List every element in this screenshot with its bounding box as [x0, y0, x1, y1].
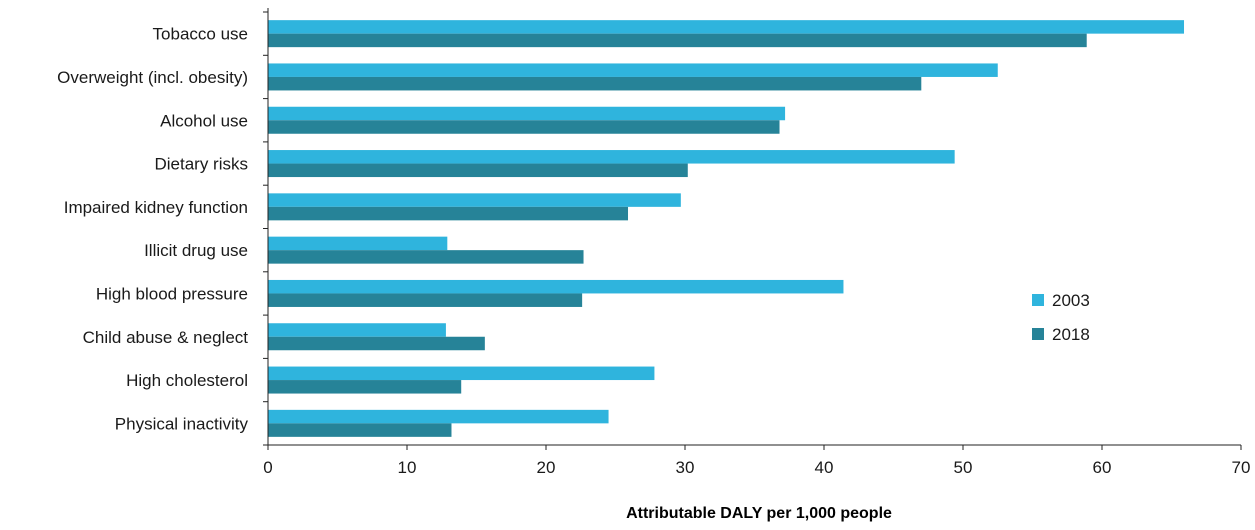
category-label: High blood pressure	[96, 284, 248, 303]
bar-2003	[268, 236, 448, 251]
legend-label-2003: 2003	[1052, 291, 1090, 310]
legend: 2003 2018	[1032, 291, 1090, 344]
legend-label-2018: 2018	[1052, 325, 1090, 344]
bar-2003	[268, 323, 446, 337]
category-label: Illicit drug use	[144, 241, 248, 260]
category-label: Overweight (incl. obesity)	[57, 68, 248, 87]
bar-2018	[268, 250, 584, 264]
bar-2018	[268, 33, 1087, 48]
bar-2018	[268, 206, 629, 221]
x-tick-label: 20	[537, 458, 556, 477]
axes-layer	[263, 8, 1242, 450]
bar-2018	[268, 76, 922, 91]
bar-2003	[268, 193, 681, 207]
bar-2003	[268, 106, 786, 121]
legend-swatch-2018	[1032, 328, 1044, 340]
bar-2003	[268, 409, 609, 424]
x-tick-label: 10	[398, 458, 417, 477]
category-label: Child abuse & neglect	[83, 328, 249, 347]
bar-2003	[268, 366, 655, 381]
x-axis-title: Attributable DALY per 1,000 people	[626, 505, 892, 522]
category-label: Physical inactivity	[115, 414, 249, 433]
bars-layer	[268, 20, 1185, 437]
bar-2018	[268, 293, 583, 307]
category-label: Dietary risks	[154, 155, 248, 174]
bar-2003	[268, 150, 955, 164]
bar-2018	[268, 120, 780, 134]
bar-2003	[268, 63, 998, 77]
bar-2018	[268, 380, 462, 394]
category-label: Alcohol use	[160, 111, 248, 130]
x-tick-label: 50	[954, 458, 973, 477]
x-tick-label: 0	[263, 458, 272, 477]
bar-2003	[268, 279, 844, 294]
category-label: Impaired kidney function	[64, 198, 248, 217]
category-label: High cholesterol	[126, 371, 248, 390]
x-tick-label: 30	[676, 458, 695, 477]
labels-layer: Tobacco use Overweight (incl. obesity) Alc…	[57, 25, 1250, 477]
legend-swatch-2003	[1032, 294, 1044, 306]
bar-2018	[268, 163, 688, 178]
category-label: Tobacco use	[153, 25, 248, 44]
x-tick-label: 40	[815, 458, 834, 477]
x-tick-label: 70	[1232, 458, 1251, 477]
bar-2003	[268, 20, 1185, 34]
x-tick-label: 60	[1093, 458, 1112, 477]
bar-2018	[268, 336, 485, 351]
bar-2018	[268, 423, 452, 437]
